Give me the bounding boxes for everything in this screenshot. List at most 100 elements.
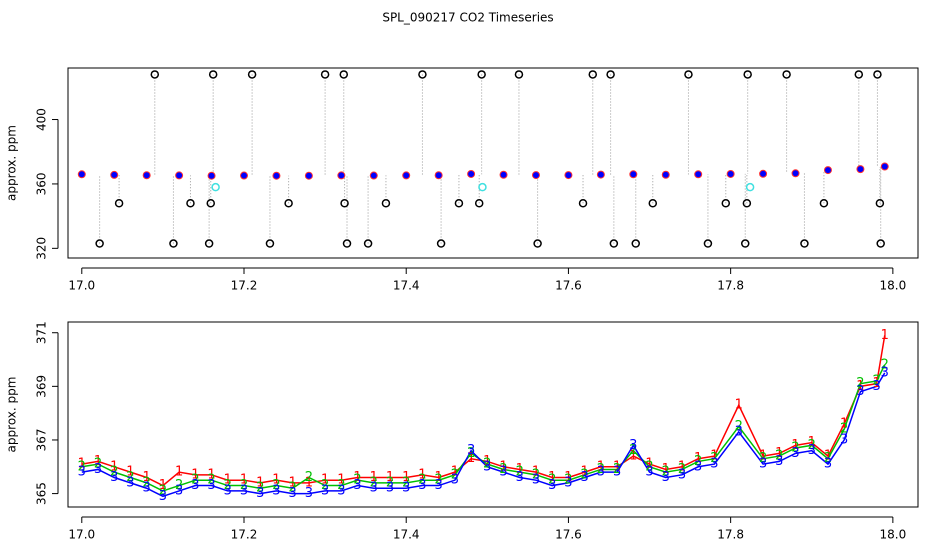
plot-frame [67, 321, 919, 508]
point-symbol: 2 [629, 443, 637, 458]
point-symbol: 2 [499, 462, 507, 477]
point-symbol: 3 [224, 483, 232, 498]
point-symbol: 3 [499, 465, 507, 480]
point [856, 165, 865, 174]
point [578, 199, 588, 208]
point [304, 171, 313, 180]
point-symbol: 3 [775, 454, 783, 469]
point-symbol: 1 [78, 457, 86, 472]
point [340, 199, 349, 208]
plot-frame [67, 67, 919, 259]
point [875, 199, 885, 208]
y-tick-label: 371 [35, 321, 49, 344]
point [467, 169, 476, 178]
point [740, 239, 750, 248]
point [684, 70, 693, 79]
point-symbol: 2 [240, 478, 248, 493]
point [206, 199, 215, 208]
point [726, 169, 735, 178]
point-symbol: 3 [94, 462, 102, 477]
point-symbol: 2 [824, 451, 832, 466]
x-tick-label: 17.6 [555, 279, 582, 293]
point [342, 239, 352, 248]
point [819, 199, 829, 208]
point-symbol: 2 [840, 422, 848, 437]
point-symbol: 3 [483, 459, 491, 474]
point-symbol: 2 [370, 475, 378, 490]
point-symbol: 2 [418, 473, 426, 488]
point-symbol: 1 [840, 416, 848, 431]
point [876, 239, 885, 248]
y-tick-label: 367 [35, 429, 49, 452]
point-symbol: 1 [337, 473, 345, 488]
point-symbol: 1 [305, 475, 313, 490]
point-symbol: 1 [710, 449, 718, 464]
point-symbol: 2 [662, 465, 670, 480]
point [247, 70, 257, 79]
point [531, 171, 540, 180]
point-symbol: 3 [272, 483, 280, 498]
point-symbol: 2 [143, 475, 151, 490]
point-symbol: 3 [824, 457, 832, 472]
point-symbol: 3 [435, 478, 443, 493]
point-symbol: 2 [337, 478, 345, 493]
point-symbol: 1 [353, 470, 361, 485]
point-symbol: 3 [735, 424, 743, 439]
point-symbol: 2 [775, 449, 783, 464]
x-tick-label: 17.8 [717, 528, 744, 541]
point [211, 182, 220, 192]
x-tick-label: 17.4 [393, 279, 420, 293]
point-symbol: 3 [289, 486, 297, 501]
point-symbol: 3 [662, 470, 670, 485]
point [175, 171, 184, 180]
point-symbol: 1 [143, 470, 151, 485]
point [381, 199, 391, 208]
panel: 17.0 17.2 17.4 17.6 17.8 18.0 365 367 369 371 appr… [5, 321, 919, 542]
point [320, 70, 330, 79]
point-symbol: 3 [564, 475, 572, 490]
point [499, 170, 508, 179]
point-symbol: 1 [289, 475, 297, 490]
figure-title: SPL_090217 CO2 Timeseries [382, 11, 553, 25]
point [114, 199, 124, 208]
point-symbol: 1 [516, 462, 524, 477]
point [150, 70, 160, 79]
point-symbol: 2 [759, 451, 767, 466]
point-symbol: 1 [483, 454, 491, 469]
point [265, 239, 275, 248]
point-symbol: 1 [418, 467, 426, 482]
point-symbol: 3 [516, 470, 524, 485]
x-tick-label: 18.0 [879, 279, 906, 293]
point-symbol: 2 [256, 481, 264, 496]
point-symbol: 1 [564, 470, 572, 485]
point-symbol: 1 [386, 470, 394, 485]
point [363, 239, 373, 248]
point-symbol: 1 [645, 457, 653, 472]
point-symbol: 3 [321, 483, 329, 498]
point [418, 70, 427, 79]
point-symbol: 1 [435, 470, 443, 485]
point-symbol: 2 [305, 470, 313, 485]
y-tick-label: 360 [35, 172, 49, 195]
point-symbol: 3 [581, 470, 589, 485]
point-symbol: 3 [386, 481, 394, 496]
point-symbol: 3 [143, 481, 151, 496]
point-symbol: 2 [872, 373, 880, 388]
point-symbol: 3 [191, 478, 199, 493]
point [284, 199, 293, 208]
point-symbol: 1 [662, 462, 670, 477]
x-tick-label: 17.2 [231, 528, 258, 541]
y-axis-label: approx. ppm [5, 377, 19, 453]
point-symbol: 1 [824, 449, 832, 464]
point-symbol: 2 [881, 357, 889, 372]
point-symbol: 2 [856, 376, 864, 391]
point [629, 170, 638, 179]
point-symbol: 1 [451, 465, 459, 480]
point-symbol: 3 [840, 432, 848, 447]
point-symbol: 2 [224, 478, 232, 493]
point-symbol: 3 [759, 457, 767, 472]
y-tick-label: 369 [35, 375, 49, 398]
panel: 17.0 17.2 17.4 17.6 17.8 18.0 320 360 400 approx.… [5, 67, 919, 293]
point [745, 182, 755, 192]
